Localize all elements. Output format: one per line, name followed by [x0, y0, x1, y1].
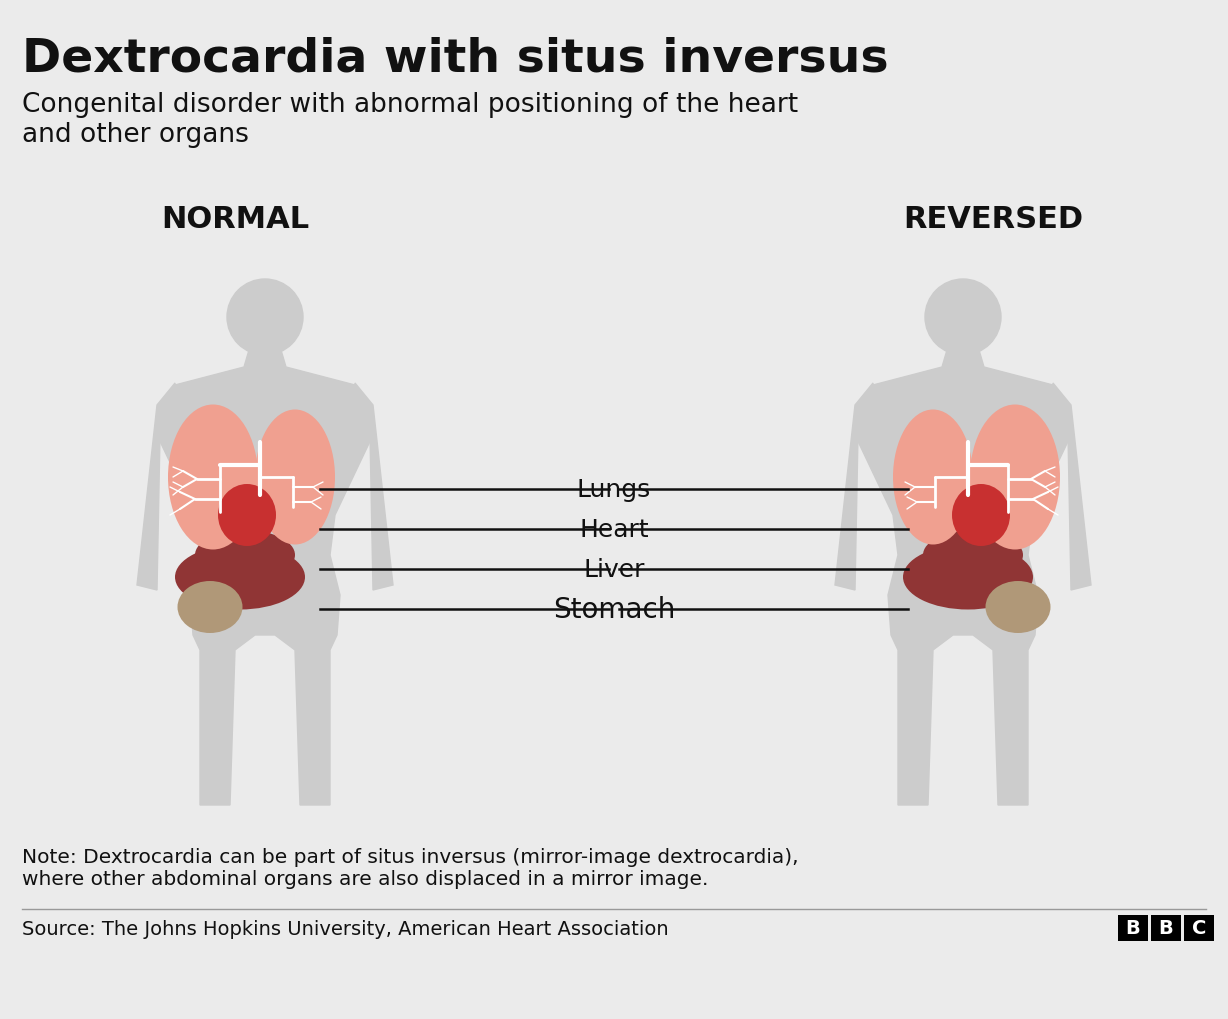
Circle shape [227, 280, 303, 356]
Text: Dextrocardia with situs inversus: Dextrocardia with situs inversus [22, 36, 889, 81]
Polygon shape [835, 383, 873, 590]
Polygon shape [1052, 383, 1090, 590]
Text: Congenital disorder with abnormal positioning of the heart
and other organs: Congenital disorder with abnormal positi… [22, 92, 798, 148]
FancyBboxPatch shape [1184, 915, 1214, 942]
Text: Liver: Liver [583, 557, 645, 582]
FancyBboxPatch shape [1151, 915, 1181, 942]
Text: C: C [1192, 918, 1206, 937]
Ellipse shape [255, 410, 335, 545]
Polygon shape [138, 383, 176, 590]
Ellipse shape [970, 406, 1060, 550]
Ellipse shape [923, 531, 1023, 581]
Polygon shape [855, 351, 1071, 805]
Ellipse shape [893, 410, 973, 545]
Ellipse shape [168, 406, 258, 550]
Ellipse shape [195, 531, 295, 581]
Ellipse shape [952, 484, 1009, 546]
Ellipse shape [903, 545, 1033, 610]
Polygon shape [355, 383, 393, 590]
Text: Heart: Heart [580, 518, 648, 541]
Polygon shape [157, 351, 373, 805]
Text: B: B [1159, 918, 1174, 937]
Ellipse shape [178, 582, 242, 634]
Ellipse shape [176, 545, 305, 610]
Text: Note: Dextrocardia can be part of situs inversus (mirror-image dextrocardia),
wh: Note: Dextrocardia can be part of situs … [22, 847, 798, 889]
Ellipse shape [219, 484, 276, 546]
Text: Lungs: Lungs [577, 478, 651, 501]
Text: REVERSED: REVERSED [903, 205, 1083, 233]
Text: Source: The Johns Hopkins University, American Heart Association: Source: The Johns Hopkins University, Am… [22, 919, 668, 938]
Text: NORMAL: NORMAL [161, 205, 309, 233]
Circle shape [925, 280, 1001, 356]
Ellipse shape [986, 582, 1050, 634]
Text: Stomach: Stomach [553, 595, 675, 624]
FancyBboxPatch shape [1117, 915, 1148, 942]
Text: B: B [1126, 918, 1141, 937]
